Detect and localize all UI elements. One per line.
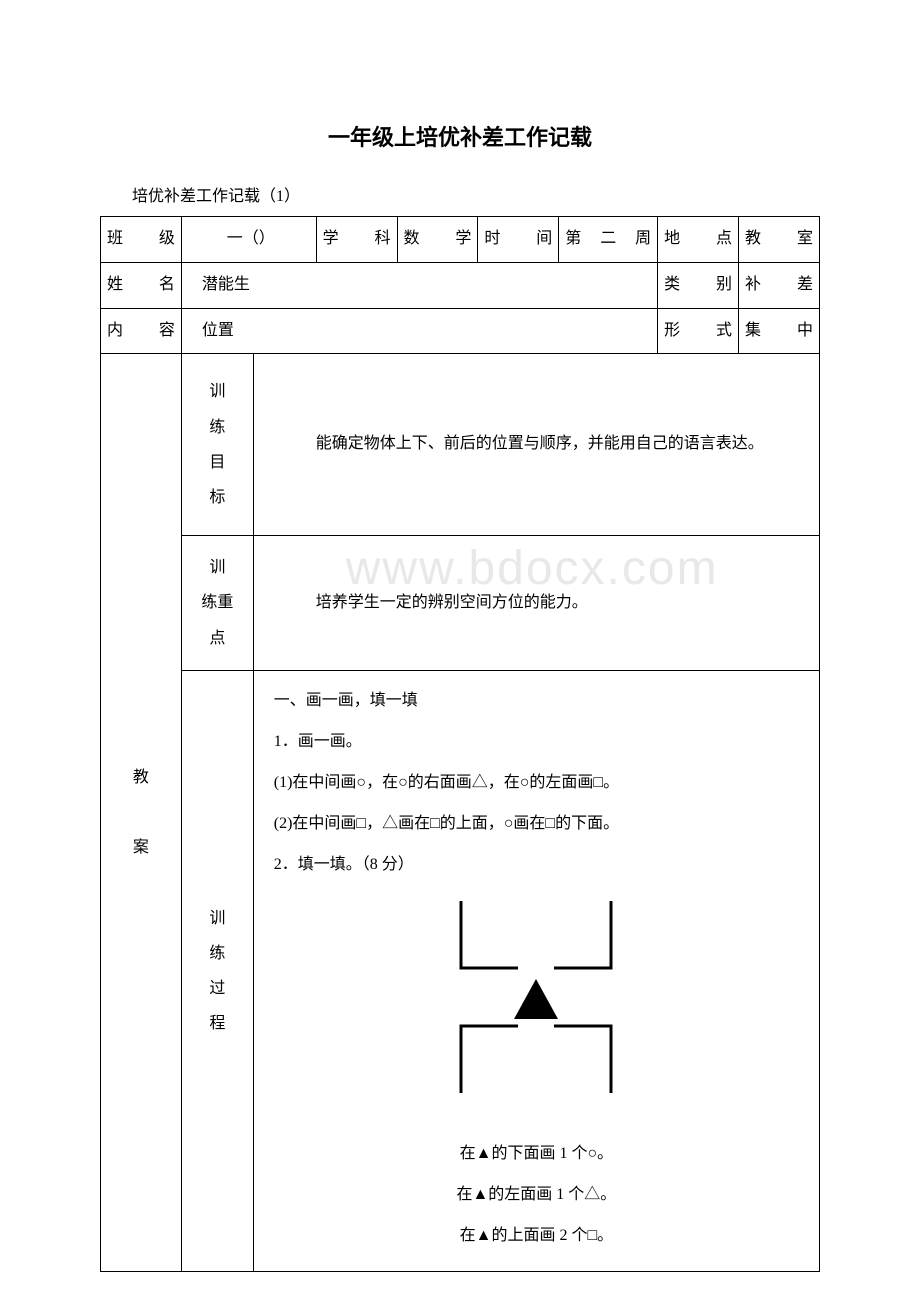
focus-cell: www.bdocx.com 培养学生一定的辨别空间方位的能力。 xyxy=(253,536,819,671)
label-goal: 训练目标 xyxy=(181,354,253,536)
label-time: 时间 xyxy=(478,217,559,263)
process-instr1: 在▲的下面画 1 个○。 xyxy=(274,1136,799,1171)
cross-svg xyxy=(416,893,656,1103)
bracket-top-right xyxy=(554,901,611,968)
process-item2: 2．填一填。（8 分） xyxy=(274,847,799,882)
table-row: 姓名 潜能生 类别 补差 xyxy=(101,262,820,308)
cross-diagram xyxy=(274,893,799,1116)
value-place: 教室 xyxy=(739,217,820,263)
label-name: 姓名 xyxy=(101,262,182,308)
label-form: 形式 xyxy=(658,308,739,354)
bracket-top-left xyxy=(461,901,518,968)
process-instr2: 在▲的左面画 1 个△。 xyxy=(274,1177,799,1212)
value-name: 潜能生 xyxy=(181,262,657,308)
value-content: 位置 xyxy=(181,308,657,354)
page-subtitle: 培优补差工作记载（1） xyxy=(100,182,820,206)
value-subject: 数学 xyxy=(397,217,478,263)
process-item1: 1．画一画。 xyxy=(274,724,799,759)
bracket-bottom-right xyxy=(554,1026,611,1093)
label-category: 类别 xyxy=(658,262,739,308)
focus-text: 培养学生一定的辨别空间方位的能力。 xyxy=(316,594,588,611)
value-form: 集中 xyxy=(739,308,820,354)
table-row: 内容 位置 形式 集中 xyxy=(101,308,820,354)
label-class: 班级 xyxy=(101,217,182,263)
instruction-block: 在▲的下面画 1 个○。 在▲的左面画 1 个△。 在▲的上面画 2 个□。 xyxy=(274,1136,799,1254)
value-class: 一（） xyxy=(181,217,316,263)
value-time: 第二周 xyxy=(559,217,658,263)
label-focus: 训练重点 xyxy=(181,536,253,671)
page-title: 一年级上培优补差工作记载 xyxy=(100,120,820,152)
label-subject: 学科 xyxy=(316,217,397,263)
table-row: 班级 一（） 学科 数学 时间 第二周 地点 教室 xyxy=(101,217,820,263)
triangle-icon xyxy=(514,979,558,1019)
table-row: 训练重点 www.bdocx.com 培养学生一定的辨别空间方位的能力。 xyxy=(101,536,820,671)
process-item1-1: (1)在中间画○，在○的右面画△，在○的左面画□。 xyxy=(274,765,799,800)
label-plan: 教 案 xyxy=(101,354,182,1272)
table-row: 训 练 过 程 一、画一画，填一填 1．画一画。 (1)在中间画○，在○的右面画… xyxy=(101,670,820,1272)
process-heading: 一、画一画，填一填 xyxy=(274,683,799,718)
process-item1-2: (2)在中间画□，△画在□的上面，○画在□的下面。 xyxy=(274,806,799,841)
process-content: 一、画一画，填一填 1．画一画。 (1)在中间画○，在○的右面画△，在○的左面画… xyxy=(253,670,819,1272)
label-place: 地点 xyxy=(658,217,739,263)
value-category: 补差 xyxy=(739,262,820,308)
goal-text: 能确定物体上下、前后的位置与顺序，并能用自己的语言表达。 xyxy=(253,354,819,536)
bracket-bottom-left xyxy=(461,1026,518,1093)
record-table: 班级 一（） 学科 数学 时间 第二周 地点 教室 姓名 潜能生 类别 补差 内… xyxy=(100,216,820,1272)
table-row: 教 案 训练目标 能确定物体上下、前后的位置与顺序，并能用自己的语言表达。 xyxy=(101,354,820,536)
process-instr3: 在▲的上面画 2 个□。 xyxy=(274,1218,799,1253)
label-content: 内容 xyxy=(101,308,182,354)
label-process: 训 练 过 程 xyxy=(181,670,253,1272)
